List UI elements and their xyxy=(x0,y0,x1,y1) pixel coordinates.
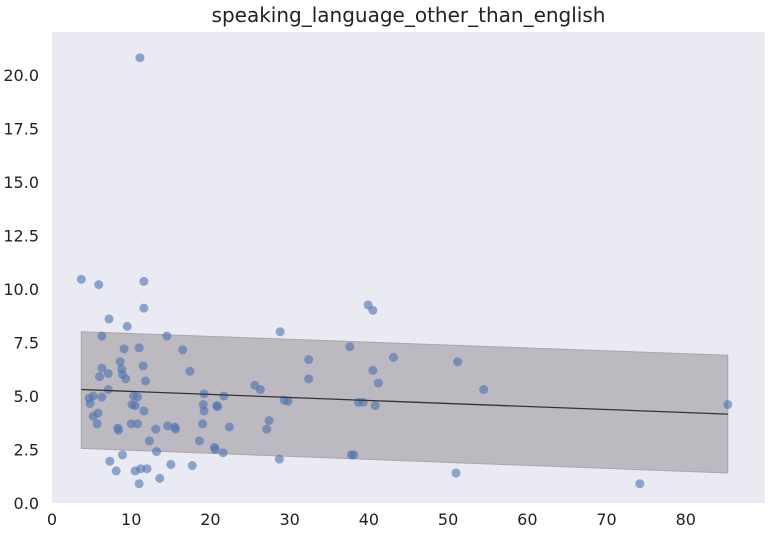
x-axis-ticks: 0 10 20 30 40 50 60 70 80 xyxy=(47,510,696,529)
scatter-point xyxy=(213,402,223,412)
scatter-point xyxy=(97,331,107,341)
scatter-point xyxy=(152,447,162,457)
scatter-point xyxy=(103,385,113,395)
y-axis-ticks: 0.0 2.5 5.0 7.5 10.0 12.5 15.0 17.5 20.0 xyxy=(3,66,39,513)
scatter-point xyxy=(136,464,146,474)
scatter-point xyxy=(178,345,188,355)
scatter-point xyxy=(144,436,154,446)
scatter-point xyxy=(121,374,131,384)
scatter-point xyxy=(349,450,359,460)
y-tick-label: 10.0 xyxy=(3,280,39,299)
scatter-point xyxy=(133,419,143,429)
scatter-point xyxy=(134,479,144,489)
x-tick-label: 20 xyxy=(200,510,220,529)
x-tick-label: 70 xyxy=(596,510,616,529)
y-tick-label: 5.0 xyxy=(14,387,39,406)
scatter-point xyxy=(94,280,104,290)
scatter-point xyxy=(88,391,98,401)
scatter-point xyxy=(185,366,195,376)
x-tick-label: 40 xyxy=(359,510,379,529)
scatter-point xyxy=(171,424,181,434)
scatter-point xyxy=(219,391,229,401)
scatter-point xyxy=(105,456,115,466)
scatter-point xyxy=(373,378,383,388)
y-tick-label: 0.0 xyxy=(14,494,39,513)
scatter-point xyxy=(163,421,173,431)
scatter-point xyxy=(119,344,129,354)
scatter-point xyxy=(255,385,265,395)
scatter-point xyxy=(635,479,645,489)
scatter-point xyxy=(274,454,284,464)
scatter-point xyxy=(139,406,149,416)
scatter-point xyxy=(122,321,132,331)
scatter-point xyxy=(133,392,143,402)
y-tick-label: 17.5 xyxy=(3,119,39,138)
scatter-point xyxy=(97,363,107,373)
scatter-points xyxy=(76,53,733,489)
y-tick-label: 7.5 xyxy=(14,333,39,352)
x-tick-label: 30 xyxy=(279,510,299,529)
scatter-point xyxy=(85,398,95,408)
x-tick-label: 60 xyxy=(517,510,537,529)
scatter-point xyxy=(95,372,105,382)
scatter-point xyxy=(304,374,314,384)
y-tick-label: 15.0 xyxy=(3,173,39,192)
scatter-point xyxy=(138,361,148,371)
scatter-point xyxy=(97,392,107,402)
scatter-point xyxy=(118,450,128,460)
scatter-point xyxy=(453,357,463,367)
x-tick-label: 10 xyxy=(121,510,141,529)
chart-title: speaking_language_other_than_english xyxy=(212,3,606,27)
scatter-point xyxy=(224,422,234,432)
scatter-point xyxy=(151,424,161,434)
scatter-point xyxy=(198,419,208,429)
scatter-point xyxy=(723,400,733,410)
scatter-point xyxy=(134,343,144,353)
scatter-point xyxy=(155,473,165,483)
scatter-point xyxy=(139,276,149,286)
scatter-point xyxy=(345,342,355,352)
scatter-point xyxy=(139,303,149,313)
scatter-point xyxy=(111,466,121,476)
x-tick-label: 50 xyxy=(438,510,458,529)
scatter-point xyxy=(479,385,489,395)
x-tick-label: 80 xyxy=(676,510,696,529)
scatter-point xyxy=(358,397,368,407)
scatter-point xyxy=(142,464,152,474)
scatter-point xyxy=(368,365,378,375)
trend-line xyxy=(81,388,728,415)
scatter-point xyxy=(388,352,398,362)
scatter-point xyxy=(92,419,102,429)
scatter-point xyxy=(103,368,113,378)
scatter-point xyxy=(114,425,124,435)
scatter-point xyxy=(115,357,125,367)
scatter-point xyxy=(264,416,274,426)
scatter-point xyxy=(162,331,172,341)
scatter-point xyxy=(194,436,204,446)
scatter-point xyxy=(104,314,114,324)
scatter-point xyxy=(135,53,145,63)
scatter-point xyxy=(275,327,285,337)
scatter-point xyxy=(93,408,103,418)
scatter-point xyxy=(187,461,197,471)
scatter-point xyxy=(218,448,228,458)
scatter-point xyxy=(130,401,140,411)
scatter-point xyxy=(199,406,209,416)
scatter-point xyxy=(140,376,150,386)
scatter-point xyxy=(262,424,272,434)
scatter-point xyxy=(370,401,380,411)
scatter-point xyxy=(76,274,86,284)
scatter-point xyxy=(126,419,136,429)
scatter-point xyxy=(451,468,461,478)
y-tick-label: 20.0 xyxy=(3,66,39,85)
scatter-point xyxy=(368,305,378,315)
x-tick-label: 0 xyxy=(47,510,57,529)
y-tick-label: 2.5 xyxy=(14,440,39,459)
scatter-point xyxy=(210,444,220,454)
scatter-point xyxy=(283,396,293,406)
y-tick-label: 12.5 xyxy=(3,226,39,245)
scatter-point xyxy=(166,459,176,469)
scatter-point xyxy=(304,355,314,365)
